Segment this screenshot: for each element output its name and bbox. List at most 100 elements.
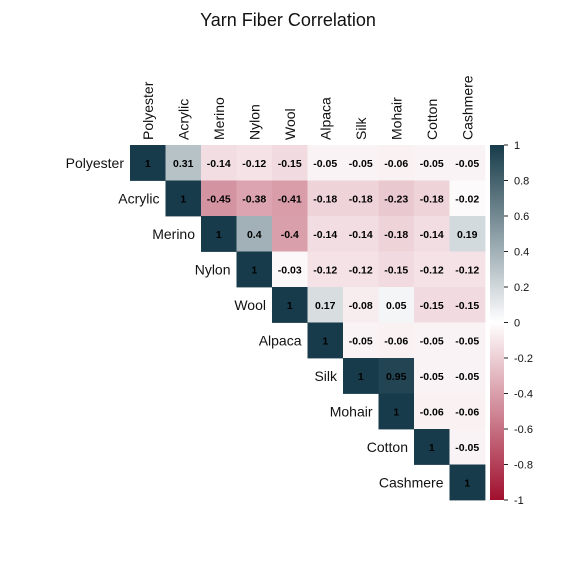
heatmap-cell	[343, 216, 379, 252]
cell-value-label: -0.06	[420, 406, 444, 418]
heatmap-cell	[414, 216, 450, 252]
colorbar-tick-label: 1	[514, 140, 520, 152]
heatmap-cell	[343, 145, 379, 181]
heatmap-cell	[307, 287, 344, 323]
cell-value-label: -0.4	[281, 229, 299, 241]
cell-value-label: 1	[287, 300, 293, 312]
cell-value-label: -0.15	[420, 300, 444, 312]
column-label: Polyester	[140, 81, 156, 140]
cell-value-label: -0.05	[349, 335, 373, 347]
row-label: Alpaca	[259, 332, 302, 348]
cell-value-label: 0.4	[247, 229, 262, 241]
cell-value-label: 0.05	[386, 300, 407, 312]
column-label: Silk	[353, 116, 369, 140]
heatmap-cell	[414, 180, 450, 217]
cell-value-label: -0.06	[455, 406, 479, 418]
heatmap-cell	[201, 216, 237, 252]
cell-value-label: -0.12	[349, 264, 373, 276]
cell-value-label: -0.18	[420, 193, 444, 205]
heatmap-cell	[378, 393, 415, 430]
chart-title: Yarn Fiber Correlation	[200, 10, 376, 30]
cell-value-label: 1	[216, 229, 222, 241]
colorbar-tick-label: -0.8	[514, 460, 533, 472]
cell-value-label: 1	[464, 477, 470, 489]
heatmap-cell	[414, 358, 450, 394]
cell-value-label: -0.12	[242, 158, 266, 170]
column-label: Merino	[211, 97, 227, 140]
heatmap-cell	[272, 216, 308, 252]
cell-value-label: -0.18	[384, 229, 408, 241]
cell-value-label: 1	[180, 193, 186, 205]
cell-value-label: 1	[251, 264, 257, 276]
colorbar-gradient	[490, 145, 504, 500]
cell-value-label: 0.17	[315, 300, 336, 312]
colorbar-tick-label: 0	[514, 318, 520, 330]
cell-value-label: 0.19	[457, 229, 478, 241]
heatmap-cell	[236, 180, 273, 217]
cell-value-label: -0.05	[455, 442, 479, 454]
heatmap-cell	[449, 180, 486, 217]
cell-value-label: -0.05	[420, 158, 444, 170]
cell-value-label: -0.05	[420, 371, 444, 383]
heatmap-cell	[378, 180, 415, 217]
colorbar-tick-label: -0.2	[514, 353, 533, 365]
heatmap-cell	[272, 251, 308, 288]
column-label: Acrylic	[175, 99, 191, 140]
cell-value-label: -0.15	[455, 300, 479, 312]
column-label: Cashmere	[459, 75, 475, 140]
heatmap-cell	[378, 287, 415, 323]
cell-value-label: -0.06	[384, 158, 408, 170]
row-label: Wool	[234, 297, 266, 313]
heatmap-cell	[201, 180, 237, 217]
heatmap-cell	[378, 358, 415, 394]
cell-value-label: -0.15	[384, 264, 408, 276]
cell-value-label: -0.08	[349, 300, 373, 312]
heatmap-cell	[378, 322, 415, 359]
cell-value-label: 1	[358, 371, 364, 383]
heatmap-cell	[414, 145, 450, 181]
heatmap-cell	[449, 287, 486, 323]
heatmap-cell	[307, 145, 344, 181]
colorbar-tick-label: 0.2	[514, 282, 529, 294]
cell-value-label: -0.02	[455, 193, 479, 205]
heatmap-cell	[449, 251, 486, 288]
cell-value-label: -0.18	[313, 193, 337, 205]
heatmap-cell	[449, 393, 486, 430]
heatmap-cell	[414, 251, 450, 288]
cell-value-label: -0.14	[349, 229, 373, 241]
heatmap-cell	[449, 216, 486, 252]
row-label: Silk	[314, 368, 338, 384]
heatmap-cell	[343, 358, 379, 394]
cell-value-label: -0.14	[207, 158, 231, 170]
heatmap-cell	[449, 322, 486, 359]
heatmap-cell	[378, 251, 415, 288]
heatmap-cell	[378, 145, 415, 181]
cell-value-label: -0.41	[278, 193, 302, 205]
colorbar: 1 0.8 0.6 0.4 0.2 0 -0.2 -0.4 -0.6 -0.8 -1	[490, 140, 533, 507]
heatmap-cell	[165, 180, 202, 217]
row-label: Cashmere	[379, 474, 444, 490]
heatmap-cell	[307, 251, 344, 288]
cell-value-label: 1	[429, 442, 435, 454]
heatmap-cell	[343, 251, 379, 288]
colorbar-tick-label: -0.4	[514, 389, 533, 401]
cell-value-label: -0.45	[207, 193, 231, 205]
row-label: Acrylic	[118, 190, 159, 206]
column-label: Nylon	[246, 104, 262, 140]
column-labels: Polyester Acrylic Merino Nylon Wool Alpaca Sil…	[140, 75, 476, 140]
row-label: Cotton	[367, 439, 408, 455]
heatmap-cell	[236, 216, 273, 252]
heatmap-cell	[307, 322, 344, 359]
colorbar-tick-label: 0.6	[514, 211, 529, 223]
heatmap-cell	[236, 145, 273, 181]
heatmap-cells: 1 0.31 -0.14 -0.12 -0.15 -0.05 -0.05 -0.06 -0.05…	[130, 145, 486, 501]
cell-value-label: -0.06	[384, 335, 408, 347]
heatmap-cell	[414, 287, 450, 323]
colorbar-tick-label: 0.8	[514, 176, 529, 188]
heatmap-cell	[343, 322, 379, 359]
cell-value-label: -0.15	[278, 158, 302, 170]
cell-value-label: -0.12	[455, 264, 479, 276]
cell-value-label: -0.05	[349, 158, 373, 170]
row-label: Polyester	[66, 155, 125, 171]
